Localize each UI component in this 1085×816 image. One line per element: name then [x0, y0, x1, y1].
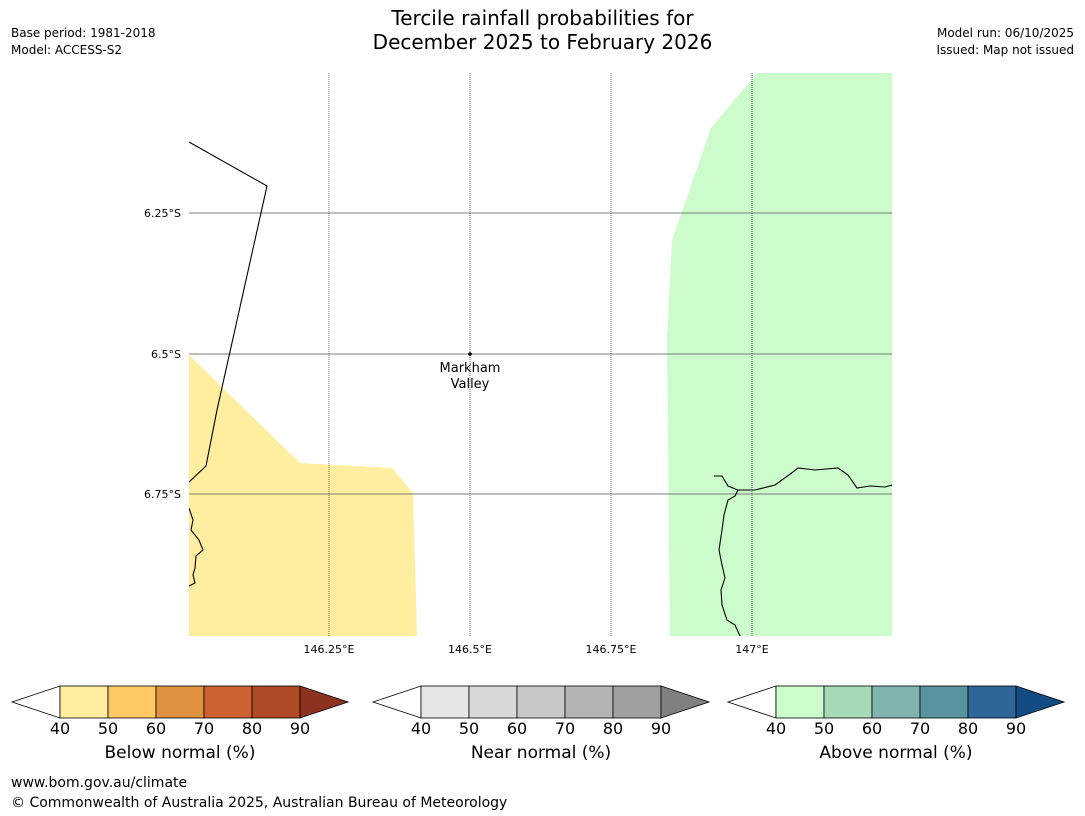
colorbar-title: Near normal (%) [470, 743, 612, 763]
colorbar-tick-label: 50 [458, 719, 480, 738]
colorbar-tick-label: 60 [506, 719, 528, 738]
colorbar-segment [516, 685, 566, 719]
coastline-west [189, 507, 204, 587]
place-name-line-2: Valley [451, 377, 490, 392]
lon-label: 147°E [735, 643, 768, 656]
colorbar-min-extend [727, 685, 777, 719]
colorbar-tick-label: 80 [602, 719, 624, 738]
colorbar [11, 685, 349, 719]
header-left-meta: Base period: 1981-2018 Model: ACCESS-S2 [11, 25, 156, 59]
colorbar-tick-label: 40 [49, 719, 71, 738]
lat-label: 6.25°S [144, 207, 181, 220]
colorbar-tick-label: 90 [289, 719, 311, 738]
colorbar-segment [823, 685, 873, 719]
title-line-1: Tercile rainfall probabilities for [391, 6, 694, 30]
colorbar-tick-label: 90 [650, 719, 672, 738]
colorbar-tick-label: 80 [957, 719, 979, 738]
colorbar-tick-label: 60 [145, 719, 167, 738]
border-line [189, 141, 268, 483]
colorbar-segment [59, 685, 109, 719]
colorbar-segment [775, 685, 825, 719]
colorbar-title: Below normal (%) [104, 743, 256, 763]
header-right-meta: Model run: 06/10/2025 Issued: Map not is… [936, 25, 1074, 59]
colorbar-segment [203, 685, 253, 719]
above-normal-region [667, 73, 892, 636]
colorbar-segment [612, 685, 662, 719]
colorbar-tick-label: 50 [97, 719, 119, 738]
colorbar-tick-label: 50 [813, 719, 835, 738]
base-period-text: Base period: 1981-2018 [11, 26, 156, 40]
colorbar-segment [967, 685, 1017, 719]
title-line-2: December 2025 to February 2026 [372, 30, 713, 54]
colorbar-tick-label: 70 [909, 719, 931, 738]
location-marker [468, 352, 472, 356]
footer-copyright: © Commonwealth of Australia 2025, Austra… [11, 795, 508, 811]
colorbar-segment [468, 685, 518, 719]
colorbar-segment [107, 685, 157, 719]
colorbar [372, 685, 710, 719]
colorbar-title: Above normal (%) [819, 743, 973, 763]
colorbar-tick-label: 60 [861, 719, 883, 738]
colorbar-segment [420, 685, 470, 719]
colorbar-max-extend [660, 685, 710, 719]
place-name-line-1: Markham [440, 361, 501, 376]
colorbar-segment [251, 685, 301, 719]
colorbar-tick-label: 70 [554, 719, 576, 738]
colorbar-max-extend [299, 685, 349, 719]
colorbar-tick-label: 40 [765, 719, 787, 738]
colorbar-min-extend [11, 685, 61, 719]
colorbar-tick-label: 80 [241, 719, 263, 738]
model-text: Model: ACCESS-S2 [11, 43, 123, 57]
model-run-text: Model run: 06/10/2025 [936, 26, 1074, 40]
colorbar-min-extend [372, 685, 422, 719]
colorbar-segment [564, 685, 614, 719]
latitude-gridlines [189, 212, 892, 495]
colorbar-tick-label: 70 [193, 719, 215, 738]
lat-label: 6.75°S [144, 488, 181, 501]
colorbar-tick-label: 90 [1005, 719, 1027, 738]
lon-label: 146.5°E [448, 643, 492, 656]
footer-url: www.bom.gov.au/climate [11, 775, 188, 791]
colorbar-tick-label: 40 [410, 719, 432, 738]
colorbar [727, 685, 1065, 719]
lon-label: 146.75°E [586, 643, 637, 656]
lat-label: 6.5°S [151, 348, 181, 361]
river-east [714, 475, 741, 636]
map-title: Tercile rainfall probabilities for Decem… [0, 6, 1085, 54]
coastline-east [738, 467, 892, 491]
colorbar-max-extend [1015, 685, 1065, 719]
colorbar-segment [871, 685, 921, 719]
issued-text: Issued: Map not issued [936, 43, 1074, 57]
below-normal-region [189, 355, 417, 636]
colorbar-segment [155, 685, 205, 719]
colorbar-segment [919, 685, 969, 719]
lon-label: 146.25°E [304, 643, 355, 656]
